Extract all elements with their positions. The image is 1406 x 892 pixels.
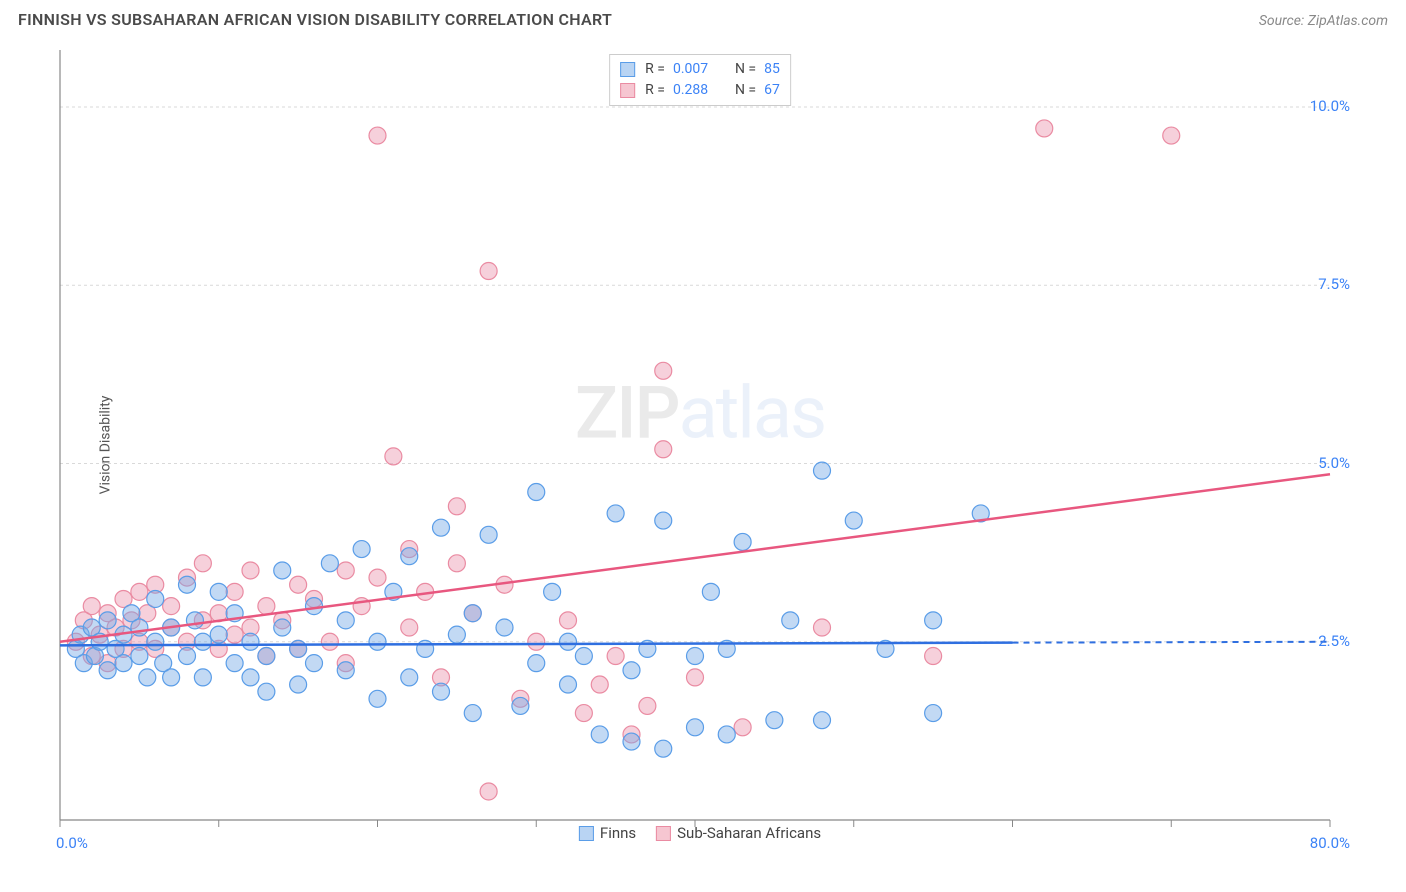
- legend-label: Sub-Saharan Africans: [677, 824, 821, 842]
- scatter-plot: [50, 50, 1350, 840]
- legend-row: R = 0.007 N = 85: [620, 59, 780, 80]
- source-attribution: Source: ZipAtlas.com: [1259, 13, 1388, 29]
- r-label: R =: [645, 59, 665, 80]
- y-tick-label: 2.5%: [1318, 632, 1350, 650]
- r-label: R =: [645, 80, 665, 101]
- r-value: 0.288: [673, 80, 725, 101]
- legend-swatch: [620, 83, 635, 98]
- y-tick-label: 10.0%: [1310, 97, 1350, 115]
- legend-item: Finns: [579, 824, 636, 842]
- r-value: 0.007: [673, 59, 725, 80]
- series-legend: Finns Sub-Saharan Africans: [579, 824, 821, 842]
- correlation-legend: R = 0.007 N = 85 R = 0.288 N = 67: [609, 54, 791, 106]
- source-prefix: Source:: [1259, 13, 1308, 29]
- chart-title: FINNISH VS SUBSAHARAN AFRICAN VISION DIS…: [18, 10, 612, 29]
- legend-label: Finns: [600, 824, 636, 842]
- legend-swatch: [656, 826, 671, 841]
- chart-area: Vision Disability ZIPatlas R =0.007N =85…: [50, 50, 1350, 840]
- legend-row: R = 0.288 N = 67: [620, 80, 780, 101]
- x-max-label: 80.0%: [1310, 834, 1350, 852]
- legend-swatch: [620, 62, 635, 77]
- n-value: 67: [764, 80, 780, 101]
- y-tick-label: 5.0%: [1318, 454, 1350, 472]
- legend-swatch: [579, 826, 594, 841]
- legend-item: Sub-Saharan Africans: [656, 824, 821, 842]
- n-label: N =: [735, 59, 756, 80]
- y-tick-label: 7.5%: [1318, 275, 1350, 293]
- x-min-label: 0.0%: [56, 834, 88, 852]
- source-name: ZipAtlas.com: [1308, 13, 1388, 29]
- chart-header: FINNISH VS SUBSAHARAN AFRICAN VISION DIS…: [0, 0, 1406, 35]
- n-value: 85: [764, 59, 780, 80]
- n-label: N =: [735, 80, 756, 101]
